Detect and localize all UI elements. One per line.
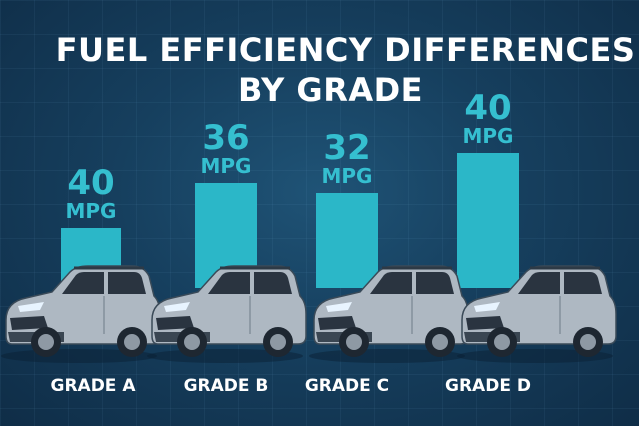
value-label: 40	[67, 163, 114, 203]
cars-layer	[0, 264, 618, 365]
category-label: GRADE C	[305, 376, 389, 396]
car-icon	[0, 264, 162, 365]
value-label: 36	[202, 118, 249, 158]
unit-label: MPG	[463, 124, 514, 148]
bar-grade-d	[457, 153, 519, 288]
unit-label: MPG	[66, 199, 117, 223]
car-icon	[145, 264, 308, 365]
category-label: GRADE A	[51, 376, 137, 396]
unit-label: MPG	[322, 164, 373, 188]
category-label: GRADE B	[184, 376, 269, 396]
category-label: GRADE D	[445, 376, 531, 396]
value-label: 32	[323, 128, 370, 168]
value-label: 40	[464, 88, 511, 128]
chart-title-line-2: BY GRADE	[237, 71, 424, 109]
chart-title: FUEL EFFICIENCY DIFFERENCES BY GRADE	[0, 30, 639, 110]
chart-title-line-1: FUEL EFFICIENCY DIFFERENCES	[55, 31, 636, 69]
unit-label: MPG	[201, 154, 252, 178]
bar-grade-c	[316, 193, 378, 288]
